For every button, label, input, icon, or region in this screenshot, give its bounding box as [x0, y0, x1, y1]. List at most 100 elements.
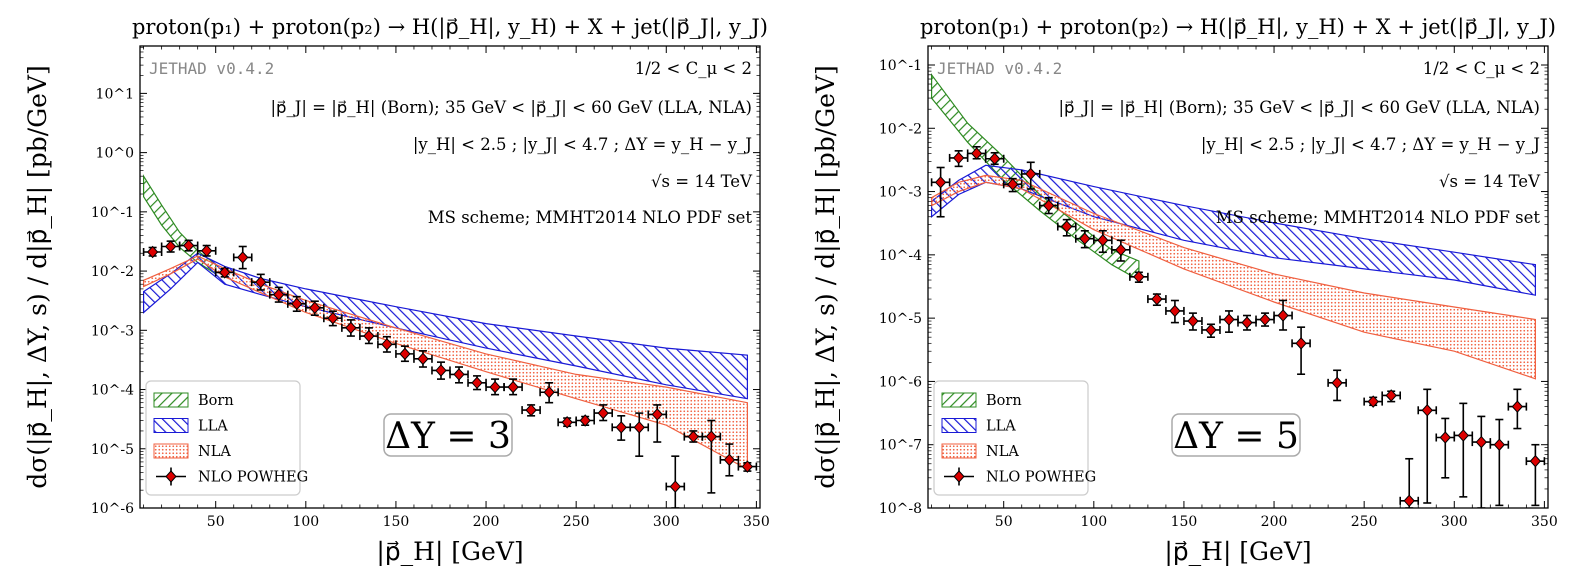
y-tick-label: 10^-4	[91, 383, 134, 399]
diamond-marker	[1187, 314, 1199, 328]
diamond-marker	[1061, 220, 1073, 233]
diamond-marker	[453, 368, 465, 381]
diamond-marker	[1259, 313, 1271, 326]
y-tick-label: 10^1	[96, 86, 134, 102]
legend: Born LLA NLA NLO POWHEG	[933, 380, 1096, 496]
kinematics-annotation: |p⃗_J| = |p⃗_H| (Born); 35 GeV < |p⃗_J| …	[270, 98, 752, 117]
data-point	[449, 366, 469, 384]
diamond-marker	[1385, 389, 1397, 402]
data-point	[1471, 415, 1492, 508]
plot-area	[142, 174, 758, 508]
x-axis-label: |p⃗_H| [GeV]	[1164, 537, 1311, 567]
x-tick-label: 200	[1261, 514, 1288, 530]
data-point	[1237, 314, 1257, 331]
data-point	[629, 412, 650, 457]
jethad-tag: JETHAD v0.4.2	[149, 59, 274, 78]
diamond-marker	[615, 421, 627, 434]
data-point	[1435, 417, 1456, 479]
data-point	[593, 404, 614, 422]
diamond-marker	[363, 329, 375, 343]
x-tick-label: 300	[1441, 514, 1468, 530]
diamond-marker	[146, 245, 159, 259]
diamond-marker	[1169, 304, 1181, 318]
diamond-marker	[1205, 323, 1217, 337]
data-point	[1183, 312, 1203, 331]
chart-panel-right: 50 100 150 200 250 300 350 10^-1 10^-2 10^-3 10^-4…	[811, 15, 1558, 567]
y-tick-label: 10^-1	[91, 205, 134, 221]
diamond-marker	[687, 430, 699, 443]
data-point	[1002, 177, 1023, 193]
diamond-marker	[1511, 400, 1524, 413]
diamond-marker	[561, 416, 573, 429]
data-point	[1219, 310, 1239, 333]
lla-legend-swatch	[941, 418, 977, 433]
y-tick-label: 10^-3	[879, 185, 922, 201]
points-legend-marker	[953, 470, 965, 483]
diamond-marker	[201, 244, 213, 258]
data-point	[142, 245, 163, 259]
data-point	[1525, 443, 1546, 507]
diamond-marker	[1277, 309, 1289, 322]
diamond-marker	[182, 239, 195, 252]
kinematics-annotation: |p⃗_J| = |p⃗_H| (Born); 35 GeV < |p⃗_J| …	[1058, 98, 1540, 117]
data-point	[539, 381, 559, 404]
data-point	[557, 416, 577, 429]
data-point	[665, 455, 686, 508]
delta-y-box	[383, 413, 513, 457]
x-tick-label: 300	[653, 514, 680, 530]
data-point	[719, 443, 740, 477]
data-point	[485, 378, 505, 396]
diamond-marker	[1151, 292, 1163, 306]
data-point	[1111, 239, 1131, 262]
diamond-marker	[741, 460, 754, 473]
diamond-marker	[525, 403, 537, 417]
data-point	[1327, 369, 1347, 402]
diamond-marker	[1079, 232, 1091, 245]
data-point	[984, 151, 1005, 166]
legend-label: Born	[986, 393, 1022, 409]
y-tick-label: 10^-5	[91, 442, 134, 458]
delta-y-label: ΔY = 5	[1173, 416, 1299, 457]
diamond-marker	[1133, 270, 1145, 284]
lla-band	[143, 252, 749, 400]
plot-area	[930, 72, 1546, 508]
rapidity-annotation: |y_H| < 2.5 ; |y_J| < 4.7 ; ΔY = y_H − y…	[413, 135, 752, 154]
scale-annotation: 1/2 < C_μ < 2	[635, 59, 752, 78]
data-point	[196, 244, 217, 258]
delta-y-label: ΔY = 3	[385, 416, 511, 457]
diamond-marker	[1025, 167, 1037, 181]
data-point	[268, 286, 289, 303]
scheme-annotation: MS scheme; MMHT2014 NLO PDF set	[1216, 208, 1541, 227]
y-tick-label: 10^-3	[91, 323, 134, 339]
diamond-marker	[381, 338, 393, 351]
legend-label: NLO POWHEG	[986, 470, 1096, 486]
data-point	[1453, 402, 1474, 498]
y-axis-label: dσ(|p⃗_H|, ΔY, s) / d|p⃗_H| [pb/GeV]	[23, 65, 53, 489]
legend-frame	[145, 380, 301, 496]
diamond-marker	[1421, 404, 1433, 417]
diamond-marker	[597, 406, 609, 420]
y-tick-label: 10^-5	[879, 311, 922, 327]
legend-label: LLA	[986, 419, 1016, 435]
diamond-marker	[1241, 316, 1253, 329]
data-point	[503, 378, 523, 396]
rapidity-annotation: |y_H| < 2.5 ; |y_J| < 4.7 ; ΔY = y_H − y…	[1201, 135, 1540, 154]
diamond-marker	[989, 152, 1001, 165]
points-legend-marker	[165, 470, 177, 483]
data-point	[1507, 388, 1528, 430]
data-point	[1165, 299, 1185, 324]
diamond-marker	[345, 321, 357, 335]
x-tick-label: 100	[292, 514, 319, 530]
diamond-marker	[1457, 429, 1469, 442]
x-tick-label: 150	[383, 514, 410, 530]
jethad-tag: JETHAD v0.4.2	[937, 59, 1062, 78]
chart-title: proton(p₁) + proton(p₂) → H(|p⃗_H|, y_H)…	[132, 15, 768, 40]
y-tick-label: 10^0	[96, 146, 134, 162]
diamond-marker	[1043, 199, 1055, 212]
data-point	[683, 430, 704, 443]
diamond-marker	[543, 386, 555, 399]
data-point	[1038, 196, 1059, 215]
legend: Born LLA NLA NLO POWHEG	[145, 380, 308, 496]
diamond-marker	[1403, 494, 1415, 508]
